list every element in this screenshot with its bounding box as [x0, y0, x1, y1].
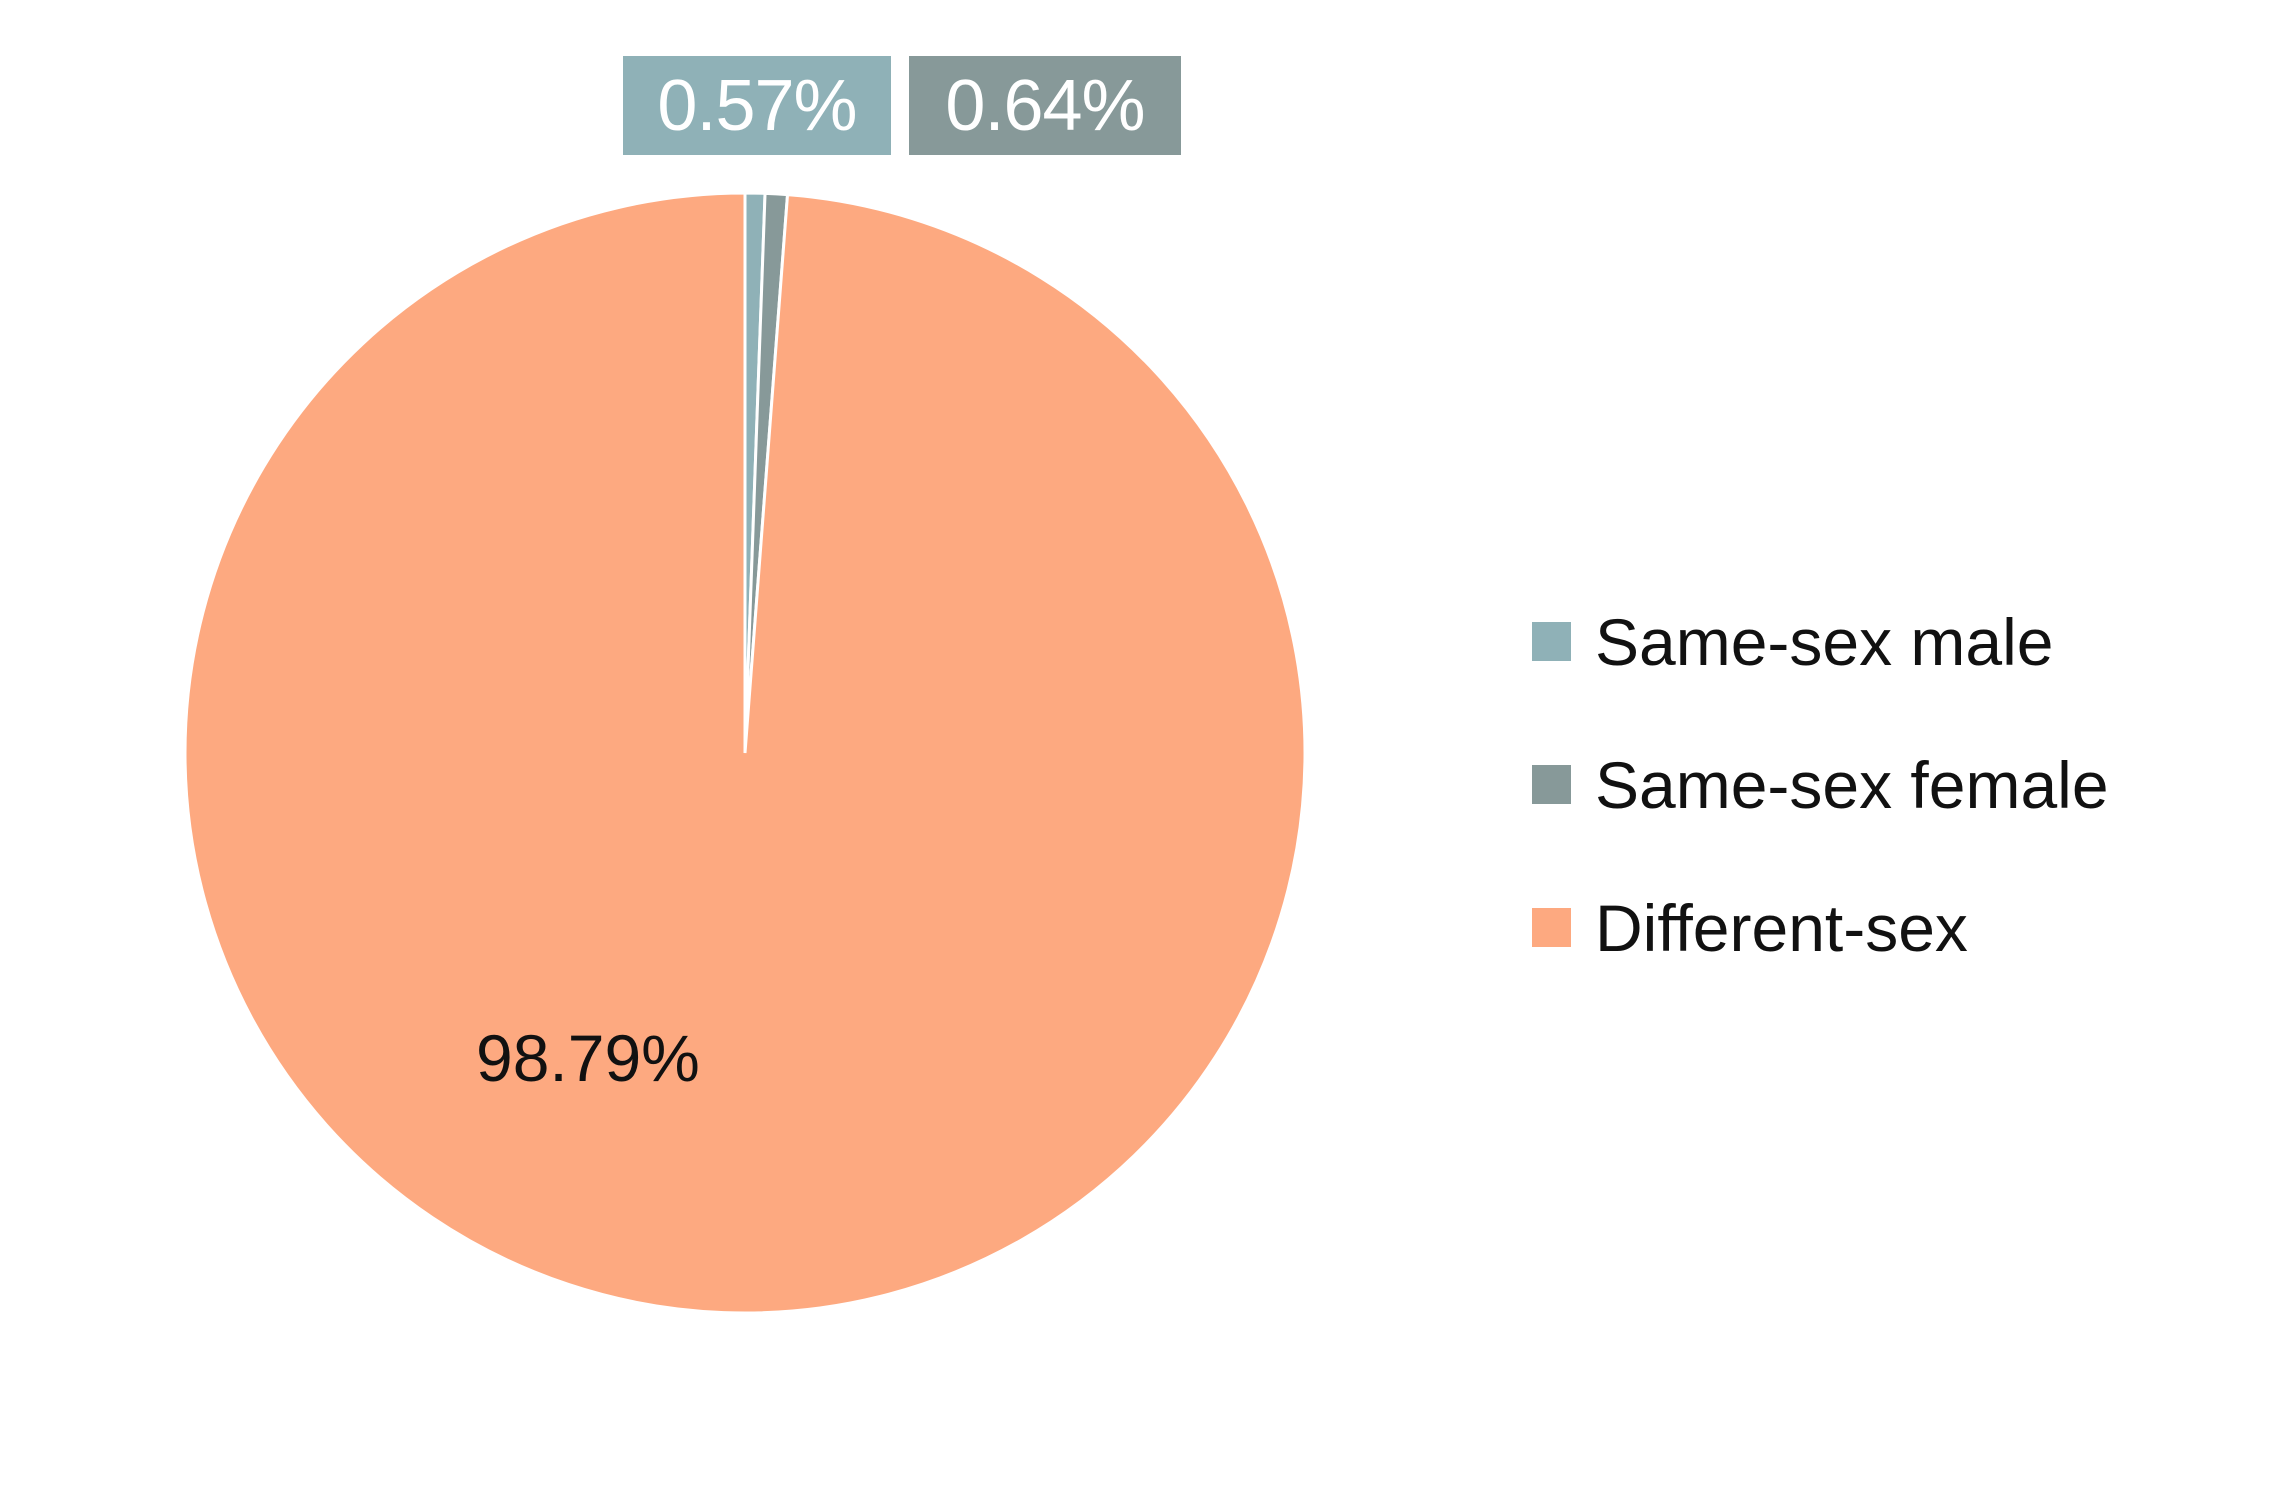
- legend-item-same-sex-male: Same-sex male: [1532, 570, 2109, 713]
- legend: Same-sex male Same-sex female Different-…: [1532, 570, 2109, 999]
- data-label-same-sex-male: 0.57%: [623, 56, 891, 155]
- legend-swatch: [1532, 765, 1571, 804]
- legend-label: Same-sex male: [1595, 604, 2054, 679]
- data-label-same-sex-female: 0.64%: [909, 56, 1181, 155]
- data-label-different-sex: 98.79%: [476, 1021, 700, 1095]
- legend-swatch: [1532, 908, 1571, 947]
- legend-label: Different-sex: [1595, 890, 1968, 965]
- legend-swatch: [1532, 622, 1571, 661]
- pie-slice-different-sex: [183, 191, 1307, 1315]
- legend-item-same-sex-female: Same-sex female: [1532, 713, 2109, 856]
- legend-item-different-sex: Different-sex: [1532, 856, 2109, 999]
- legend-label: Same-sex female: [1595, 747, 2109, 822]
